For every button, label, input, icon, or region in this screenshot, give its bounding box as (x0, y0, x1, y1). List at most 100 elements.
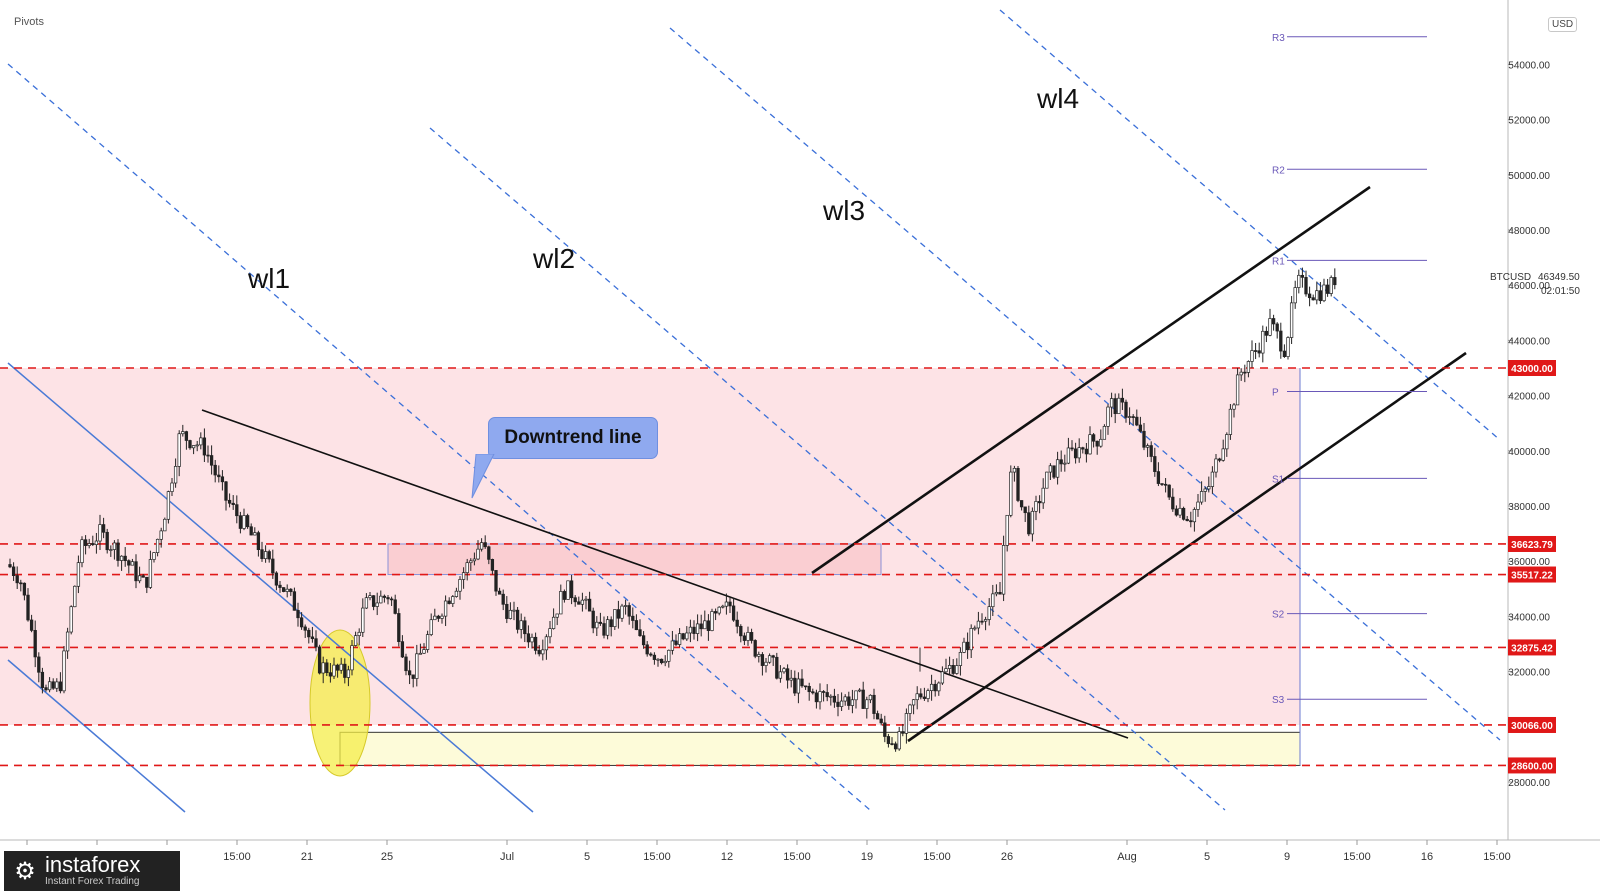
candle-body (386, 597, 390, 600)
candle-body (969, 628, 973, 651)
candle-body (940, 671, 945, 684)
candle-body (818, 691, 822, 703)
candle-body (267, 551, 271, 560)
x-tick-label: 12 (721, 851, 733, 863)
candle-body (415, 653, 419, 679)
x-tick-label: 21 (301, 851, 313, 863)
candle-body (1102, 426, 1107, 440)
candle-body (731, 605, 736, 621)
candle-body (775, 656, 779, 679)
candle-body (929, 683, 934, 691)
candle-body (310, 636, 315, 640)
candle-body (1070, 447, 1074, 450)
candle-body (22, 582, 27, 596)
candle-body (1214, 458, 1218, 473)
candle-body (922, 696, 927, 699)
candle-body (8, 564, 12, 568)
candle-body (1138, 424, 1143, 432)
candle-body (1185, 518, 1189, 522)
wave-label-wl4: wl4 (1036, 83, 1079, 114)
candle-body (119, 555, 124, 561)
candle-body (713, 611, 718, 614)
candle-body (530, 636, 534, 643)
candle-body (1178, 507, 1182, 516)
candle-body (1030, 510, 1035, 535)
candle-body (447, 600, 451, 604)
candle-body (170, 482, 174, 492)
candle-body (112, 542, 117, 550)
candle-body (573, 597, 577, 603)
candle-body (1124, 401, 1128, 418)
pivot-label-p: P (1272, 387, 1279, 398)
candle-body (598, 621, 603, 624)
y-tick-label: 52000.00 (1508, 116, 1550, 127)
candle-body (839, 700, 844, 707)
y-tick-label: 48000.00 (1508, 226, 1550, 237)
candle-body (1217, 458, 1222, 461)
candle-body (245, 515, 250, 528)
candle-body (1235, 374, 1240, 406)
candle-body (404, 656, 408, 672)
candle-body (83, 539, 88, 546)
candle-body (1250, 350, 1254, 362)
candle-body (29, 619, 34, 631)
time-axis[interactable]: 715:001415:002125Jul515:001215:001915:00… (0, 839, 1600, 863)
candle-body (728, 601, 732, 607)
candle-body (1286, 337, 1290, 357)
candle-body (15, 575, 19, 584)
candle-body (454, 590, 459, 597)
y-tick-label: 28000.00 (1508, 778, 1550, 789)
candle-body (591, 610, 595, 629)
candle-body (879, 718, 883, 724)
candle-body (58, 681, 63, 692)
candle-body (368, 595, 372, 599)
candle-body (793, 677, 797, 694)
pivots-layer: R3 R2 R1 P S1 S2 S3 (1272, 33, 1427, 706)
candle-body (213, 464, 217, 476)
candle-body (206, 454, 210, 457)
candle-body (173, 466, 178, 484)
candle-body (1142, 430, 1146, 448)
candle-body (303, 626, 307, 631)
price-axis[interactable]: 28000.0030000.0032000.0034000.0036000.00… (1507, 0, 1550, 840)
candle-body (465, 562, 469, 574)
candle-body (836, 701, 840, 707)
candle-body (224, 481, 228, 501)
x-tick-label: 5 (1204, 851, 1210, 863)
candle-body (911, 699, 916, 706)
candle-body (1048, 465, 1053, 473)
candle-body (1261, 330, 1265, 354)
candle-body (829, 695, 833, 698)
x-tick-label: 5 (584, 851, 590, 863)
candle-body (1016, 467, 1020, 501)
candle-body (1120, 397, 1125, 403)
candle-body (1257, 350, 1261, 354)
candle-body (955, 665, 959, 674)
candle-body (515, 609, 520, 630)
currency-badge[interactable]: USD (1548, 17, 1578, 32)
candle-body (1012, 467, 1017, 473)
candle-body (551, 616, 556, 629)
candle-body (436, 615, 441, 619)
candle-body (1210, 471, 1215, 487)
pivot-label-r3: R3 (1272, 33, 1285, 44)
level-badge-text: 43000.00 (1511, 364, 1553, 375)
candle-body (789, 677, 793, 681)
candle-body (163, 518, 167, 532)
pivot-label-s3: S3 (1272, 695, 1285, 706)
candle-body (116, 542, 120, 561)
candle-body (256, 532, 261, 551)
candle-body (26, 594, 30, 621)
candle-body (1279, 330, 1283, 352)
candle-body (706, 620, 711, 631)
candle-body (1001, 545, 1006, 595)
candle-body (494, 570, 498, 592)
candle-body (681, 633, 685, 640)
candle-body (904, 713, 909, 734)
candle-body (321, 662, 325, 674)
candle-body (746, 632, 750, 641)
candle-body (242, 515, 246, 529)
candle-body (659, 658, 664, 664)
candle-body (497, 590, 502, 595)
candle-body (544, 636, 549, 651)
